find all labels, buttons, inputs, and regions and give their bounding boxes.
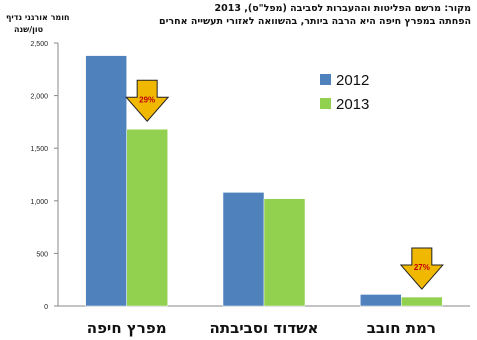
bar: [263, 198, 306, 307]
chart-caption-note: הפחתה במפרץ חיפה היא הרבה ביותר, בהשוואה…: [158, 16, 471, 27]
y-axis-label: חומר אורגני נדיף: [6, 13, 70, 22]
bar: [85, 55, 127, 307]
annotation-label: 27%: [414, 263, 430, 272]
x-tick-label: אשדוד וסביבתה: [210, 319, 319, 337]
x-tick-label: מפרץ חיפה: [87, 319, 167, 337]
y-tick-label: 2,500: [30, 41, 48, 48]
down-arrow-icon: [399, 247, 444, 290]
legend-swatch: [320, 74, 331, 85]
legend-label: 2013: [336, 96, 369, 113]
y-tick-label: 1,500: [30, 146, 48, 153]
legend-label: 2012: [336, 72, 369, 89]
down-arrow-icon: [125, 79, 170, 123]
y-tick-label: 0: [44, 304, 48, 311]
chart-caption-source: מקור: מרשם הפליטות וההעברות לסביבה (מפל"…: [214, 3, 471, 14]
legend-swatch: [320, 98, 331, 109]
bar: [360, 294, 402, 307]
bar: [222, 192, 265, 307]
x-tick-label: רמת חובב: [367, 319, 436, 337]
y-tick-label: 1,000: [30, 199, 48, 206]
y-axis-unit: טון/שנה: [14, 25, 44, 34]
y-tick-label: 500: [36, 251, 48, 258]
bar: [401, 296, 443, 307]
y-tick-label: 2,000: [30, 94, 48, 101]
bar: [126, 129, 168, 307]
annotation-label: 29%: [139, 95, 155, 104]
